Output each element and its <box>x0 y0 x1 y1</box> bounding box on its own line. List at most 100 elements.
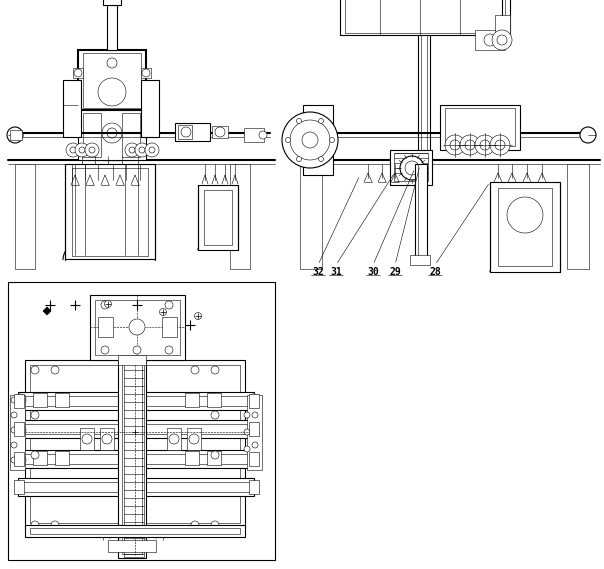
Circle shape <box>11 427 17 433</box>
Circle shape <box>79 147 85 153</box>
Bar <box>25 360 245 528</box>
Circle shape <box>191 366 199 374</box>
Circle shape <box>495 140 505 150</box>
Circle shape <box>400 156 424 180</box>
Bar <box>80 428 94 450</box>
Bar <box>14 394 24 408</box>
Circle shape <box>102 434 112 444</box>
Circle shape <box>31 521 39 529</box>
Circle shape <box>133 346 141 354</box>
Bar <box>187 428 201 450</box>
Circle shape <box>165 346 173 354</box>
Bar <box>249 394 259 408</box>
Circle shape <box>129 319 145 335</box>
Circle shape <box>181 127 191 137</box>
Circle shape <box>145 143 159 157</box>
Circle shape <box>244 446 250 452</box>
Bar <box>244 128 264 142</box>
Circle shape <box>89 147 95 153</box>
Circle shape <box>104 300 112 307</box>
Bar <box>178 125 192 139</box>
Bar <box>14 422 24 436</box>
Bar <box>445 108 515 146</box>
Bar <box>103 0 121 5</box>
Bar <box>300 164 322 269</box>
Bar <box>100 428 114 450</box>
Bar <box>207 393 221 407</box>
Circle shape <box>330 138 335 142</box>
Bar <box>72 168 148 256</box>
Circle shape <box>304 127 320 143</box>
Bar <box>10 395 25 470</box>
Circle shape <box>143 532 149 538</box>
Circle shape <box>135 143 149 157</box>
Circle shape <box>318 156 324 162</box>
Circle shape <box>101 346 109 354</box>
Circle shape <box>149 147 155 153</box>
Circle shape <box>297 118 301 123</box>
Bar <box>230 164 250 269</box>
Bar <box>421 0 427 158</box>
Bar <box>340 0 510 35</box>
Bar <box>95 300 180 355</box>
Circle shape <box>297 156 301 162</box>
Text: 29: 29 <box>389 267 401 277</box>
Bar <box>345 0 505 33</box>
Circle shape <box>211 521 219 529</box>
Bar <box>18 420 254 438</box>
Circle shape <box>102 123 122 143</box>
Circle shape <box>98 78 126 106</box>
Circle shape <box>165 301 173 309</box>
Bar <box>475 30 505 50</box>
Circle shape <box>465 140 475 150</box>
Circle shape <box>248 424 260 436</box>
Circle shape <box>130 532 136 538</box>
Circle shape <box>11 412 17 418</box>
Bar <box>78 50 146 110</box>
Bar <box>55 393 69 407</box>
Bar <box>25 525 245 537</box>
Circle shape <box>169 434 179 444</box>
Circle shape <box>215 127 225 137</box>
Circle shape <box>159 308 167 315</box>
Circle shape <box>211 411 219 419</box>
Circle shape <box>191 521 199 529</box>
Bar <box>440 105 520 150</box>
Circle shape <box>248 394 260 406</box>
Bar <box>108 540 156 552</box>
Bar <box>204 190 232 245</box>
Bar <box>141 80 159 137</box>
Bar <box>33 393 47 407</box>
Bar <box>567 164 589 269</box>
Circle shape <box>14 394 26 406</box>
Circle shape <box>252 412 258 418</box>
Circle shape <box>252 442 258 448</box>
Bar <box>118 360 146 558</box>
Bar <box>410 255 430 265</box>
Bar <box>247 395 262 470</box>
Circle shape <box>104 84 120 100</box>
Circle shape <box>580 127 596 143</box>
Bar <box>185 451 199 465</box>
Bar <box>63 80 81 137</box>
Circle shape <box>11 397 17 403</box>
Circle shape <box>490 135 510 155</box>
Circle shape <box>66 143 80 157</box>
Bar <box>30 528 240 534</box>
Circle shape <box>85 143 99 157</box>
Circle shape <box>117 532 123 538</box>
Circle shape <box>82 434 92 444</box>
Bar <box>107 5 117 50</box>
Bar <box>83 53 141 108</box>
Circle shape <box>11 457 17 463</box>
Bar <box>175 123 210 141</box>
Text: 31: 31 <box>330 267 342 277</box>
Bar <box>15 164 35 269</box>
Bar <box>415 164 427 264</box>
Circle shape <box>14 454 26 466</box>
Circle shape <box>492 30 512 50</box>
Circle shape <box>153 532 159 538</box>
Circle shape <box>7 127 23 143</box>
Bar <box>122 113 140 157</box>
Circle shape <box>286 138 291 142</box>
